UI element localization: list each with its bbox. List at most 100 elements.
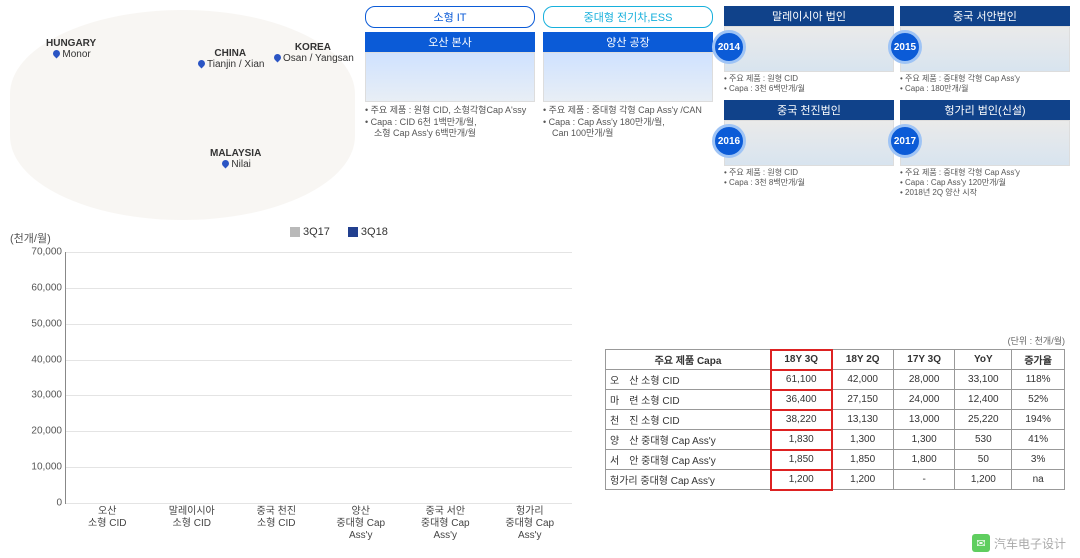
- table-cell: 1,300: [893, 430, 954, 450]
- facility-yangsan: 중대형 전기차,ESS 양산 공장 • 주요 제품 : 중대형 각형 Cap A…: [543, 6, 713, 140]
- capa-bar-chart: (천개/월) 3Q173Q18 010,00020,00030,00040,00…: [10, 230, 580, 550]
- overseas-title: 말레이시아 법인: [724, 6, 894, 26]
- overseas-card: 2015중국 서안법인• 주요 제품 : 중대형 각형 Cap Ass'y• C…: [900, 6, 1070, 94]
- table-cell: 1,830: [771, 430, 832, 450]
- facility-tab: 중대형 전기차,ESS: [543, 6, 713, 28]
- y-tick: 50,000: [31, 318, 66, 329]
- table-cell: 38,220: [771, 410, 832, 430]
- x-tick-label: 헝가리중대형 CapAss'y: [488, 506, 573, 550]
- y-tick: 30,000: [31, 390, 66, 401]
- table-cell: 118%: [1012, 370, 1065, 390]
- watermark: ✉ 汽车电子设计: [972, 534, 1066, 552]
- year-badge: 2015: [888, 30, 922, 64]
- overseas-grid: 2014말레이시아 법인• 주요 제품 : 원형 CID• Capa : 3천 …: [724, 6, 1070, 198]
- chart-plot: 010,00020,00030,00040,00050,00060,00070,…: [65, 252, 572, 504]
- table-cell: 52%: [1012, 390, 1065, 410]
- overseas-bullets: • 주요 제품 : 원형 CID• Capa : 3천 6백만개/월: [724, 74, 894, 94]
- facility-tab: 소형 IT: [365, 6, 535, 28]
- year-badge: 2014: [712, 30, 746, 64]
- table-cell: 41%: [1012, 430, 1065, 450]
- y-tick: 40,000: [31, 354, 66, 365]
- watermark-text: 汽车电子设计: [994, 535, 1066, 552]
- table-cell: 1,850: [771, 450, 832, 470]
- overseas-title: 헝가리 법인(신설): [900, 100, 1070, 120]
- overseas-title: 중국 천진법인: [724, 100, 894, 120]
- overseas-card: 2017헝가리 법인(신설)• 주요 제품 : 중대형 각형 Cap Ass'y…: [900, 100, 1070, 198]
- map-label: KOREAOsan / Yangsan: [272, 42, 354, 64]
- table-cell: 12,400: [955, 390, 1012, 410]
- table-row: 천 진 소형 CID38,22013,13013,00025,220194%: [606, 410, 1065, 430]
- table-cell: 1,200: [771, 470, 832, 490]
- table-cell: 마 련 소형 CID: [606, 390, 771, 410]
- table-cell: 1,800: [893, 450, 954, 470]
- table-row: 헝가리 중대형 Cap Ass'y1,2001,200-1,200na: [606, 470, 1065, 490]
- table-cell: 1,200: [832, 470, 893, 490]
- table-header: YoY: [955, 350, 1012, 370]
- table-cell: 헝가리 중대형 Cap Ass'y: [606, 470, 771, 490]
- table-row: 오 산 소형 CID61,10042,00028,00033,100118%: [606, 370, 1065, 390]
- table-cell: 50: [955, 450, 1012, 470]
- table-cell: 3%: [1012, 450, 1065, 470]
- table-cell: 1,300: [832, 430, 893, 450]
- x-tick-label: 양산중대형 CapAss'y: [319, 506, 404, 550]
- overseas-bullets: • 주요 제품 : 중대형 각형 Cap Ass'y• Capa : Cap A…: [900, 168, 1070, 198]
- table-cell: 194%: [1012, 410, 1065, 430]
- facility-photo: [365, 52, 535, 102]
- y-tick: 10,000: [31, 462, 66, 473]
- table-cell: 1,200: [955, 470, 1012, 490]
- chart-legend: 3Q17 3Q18: [290, 226, 406, 238]
- table-cell: 36,400: [771, 390, 832, 410]
- y-tick: 60,000: [31, 282, 66, 293]
- map-label: MALAYSIANilai: [210, 148, 261, 170]
- overseas-card: 2014말레이시아 법인• 주요 제품 : 원형 CID• Capa : 3천 …: [724, 6, 894, 94]
- table-unit: (단위 : 천개/월): [605, 334, 1065, 347]
- facility-title: 양산 공장: [543, 32, 713, 52]
- table-header: 18Y 2Q: [832, 350, 893, 370]
- table-cell: 61,100: [771, 370, 832, 390]
- facility-photo: [543, 52, 713, 102]
- facility-title: 오산 본사: [365, 32, 535, 52]
- year-badge: 2016: [712, 124, 746, 158]
- table-cell: 28,000: [893, 370, 954, 390]
- table-cell: 24,000: [893, 390, 954, 410]
- y-tick: 20,000: [31, 426, 66, 437]
- table-cell: 42,000: [832, 370, 893, 390]
- x-tick-label: 오산소형 CID: [65, 506, 150, 550]
- table-cell: -: [893, 470, 954, 490]
- overseas-bullets: • 주요 제품 : 중대형 각형 Cap Ass'y• Capa : 180만개…: [900, 74, 1070, 94]
- table-cell: 13,000: [893, 410, 954, 430]
- table-cell: 25,220: [955, 410, 1012, 430]
- y-tick: 70,000: [31, 247, 66, 258]
- table-cell: 530: [955, 430, 1012, 450]
- legend-item: 3Q17: [290, 226, 330, 238]
- table-header: 주요 제품 Capa: [606, 350, 771, 370]
- bars-container: [66, 252, 572, 503]
- table-cell: 33,100: [955, 370, 1012, 390]
- data-table: 주요 제품 Capa18Y 3Q18Y 2Q17Y 3QYoY증가율오 산 소형…: [605, 349, 1065, 490]
- year-badge: 2017: [888, 124, 922, 158]
- overseas-title: 중국 서안법인: [900, 6, 1070, 26]
- table-header: 증가율: [1012, 350, 1065, 370]
- capa-table: (단위 : 천개/월) 주요 제품 Capa18Y 3Q18Y 2Q17Y 3Q…: [605, 334, 1065, 490]
- overseas-photo: [724, 120, 894, 166]
- table-cell: 서 안 중대형 Cap Ass'y: [606, 450, 771, 470]
- table-cell: 양 산 중대형 Cap Ass'y: [606, 430, 771, 450]
- table-cell: 1,850: [832, 450, 893, 470]
- table-row: 마 련 소형 CID36,40027,15024,00012,40052%: [606, 390, 1065, 410]
- x-tick-label: 말레이시아소형 CID: [150, 506, 235, 550]
- table-cell: 천 진 소형 CID: [606, 410, 771, 430]
- table-row: 서 안 중대형 Cap Ass'y1,8501,8501,800503%: [606, 450, 1065, 470]
- table-cell: na: [1012, 470, 1065, 490]
- table-row: 양 산 중대형 Cap Ass'y1,8301,3001,30053041%: [606, 430, 1065, 450]
- overseas-bullets: • 주요 제품 : 원형 CID• Capa : 3천 8백만개/월: [724, 168, 894, 188]
- x-tick-label: 중국 천진소형 CID: [234, 506, 319, 550]
- overseas-card: 2016중국 천진법인• 주요 제품 : 원형 CID• Capa : 3천 8…: [724, 100, 894, 198]
- legend-item: 3Q18: [348, 226, 388, 238]
- overseas-photo: [900, 120, 1070, 166]
- map-label: HUNGARYMonor: [46, 38, 96, 60]
- table-cell: 27,150: [832, 390, 893, 410]
- x-tick-label: 중국 서안중대형 CapAss'y: [403, 506, 488, 550]
- overseas-photo: [724, 26, 894, 72]
- world-map: HUNGARYMonorCHINATianjin / XianKOREAOsan…: [10, 10, 355, 220]
- table-header: 17Y 3Q: [893, 350, 954, 370]
